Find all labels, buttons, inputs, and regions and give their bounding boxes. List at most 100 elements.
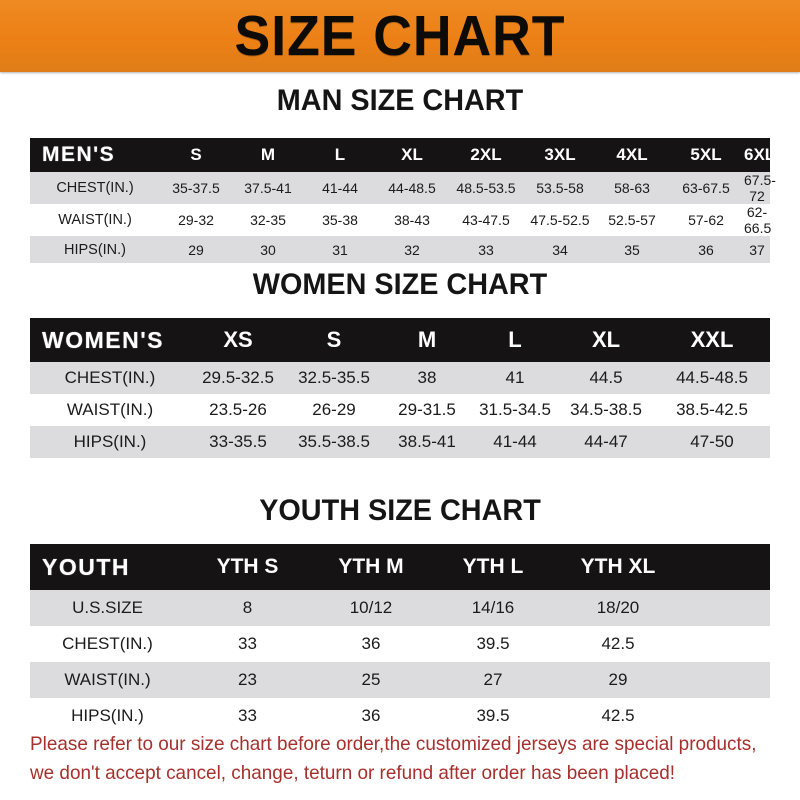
footer-disclaimer: Please refer to our size chart before or… (30, 730, 756, 788)
man-table-body: CHEST(IN.) 35-37.5 37.5-41 41-44 44-48.5… (30, 172, 776, 263)
man-col-m: M (260, 145, 276, 164)
table-row: U.S.SIZE 8 10/12 14/16 18/20 (30, 590, 770, 626)
table-cell: 37 (749, 241, 765, 258)
women-col-xs: XS (223, 327, 253, 352)
table-cell: 57-62 (688, 212, 724, 228)
women-col-xxl: XXL (690, 327, 734, 352)
table-cell-spacer (682, 698, 770, 734)
man-row-label-chest: CHEST(IN.) (56, 180, 134, 196)
youth-corner-label: YOUTH (42, 553, 130, 580)
table-row: CHEST(IN.) 33 36 39.5 42.5 (30, 626, 770, 662)
women-col-l: L (508, 327, 522, 352)
women-size-table: WOMEN'S XS S M L XL XXL CHEST(IN.) 29.5-… (30, 318, 770, 458)
table-cell: 18/20 (596, 598, 640, 617)
man-col-2xl: 2XL (470, 145, 502, 164)
women-row-label-chest: CHEST(IN.) (64, 368, 156, 387)
table-cell: 44.5 (589, 368, 623, 387)
table-cell: 32-35 (250, 212, 286, 228)
youth-col-m: YTH M (338, 555, 404, 578)
table-cell: 44.5-48.5 (676, 368, 748, 387)
man-col-xl: XL (401, 145, 423, 164)
footer-disclaimer-line-1: Please refer to our size chart before or… (30, 733, 757, 755)
man-table-header: MEN'S S M L XL 2XL 3XL 4XL 5XL 6XL (30, 138, 776, 172)
man-col-3xl: 3XL (544, 145, 576, 164)
table-cell: 58-63 (614, 180, 650, 196)
man-size-table: MEN'S S M L XL 2XL 3XL 4XL 5XL 6XL CHEST… (30, 138, 776, 263)
table-cell: 42.5 (601, 634, 635, 653)
table-cell: 36 (361, 634, 381, 653)
table-cell: 52.5-57 (608, 212, 656, 228)
footer-disclaimer-line-2: we don't accept cancel, change, teturn o… (30, 762, 676, 784)
table-cell: 67.5-72 (744, 172, 776, 204)
women-table-body: CHEST(IN.) 29.5-32.5 32.5-35.5 38 41 44.… (30, 362, 770, 458)
table-cell: 14/16 (471, 598, 515, 617)
table-cell: 53.5-58 (536, 180, 584, 196)
women-section-title: WOMEN SIZE CHART (252, 268, 548, 301)
table-cell: 36 (698, 241, 714, 258)
table-cell: 8 (242, 598, 253, 617)
women-col-xl: XL (591, 327, 621, 352)
table-cell-spacer (682, 626, 770, 662)
table-cell: 42.5 (601, 706, 635, 725)
women-row-label-hips: HIPS(IN.) (73, 432, 147, 451)
table-cell: 33 (478, 241, 494, 258)
table-cell: 23.5-26 (209, 400, 267, 419)
table-cell: 47.5-52.5 (530, 212, 590, 228)
youth-row-label-chest: CHEST(IN.) (62, 634, 153, 653)
women-corner-label: WOMEN'S (42, 326, 165, 353)
table-row: WAIST(IN.) 23 25 27 29 (30, 662, 770, 698)
table-cell-spacer (682, 662, 770, 698)
youth-col-spacer (682, 544, 770, 590)
table-cell: 38 (417, 368, 437, 387)
table-cell: 25 (361, 670, 381, 689)
women-table-header: WOMEN'S XS S M L XL XXL (30, 318, 770, 362)
table-row: HIPS(IN.) 33-35.5 35.5-38.5 38.5-41 41-4… (30, 426, 770, 458)
youth-section-title: YOUTH SIZE CHART (259, 494, 541, 527)
women-col-m: M (417, 327, 437, 352)
table-cell: 29 (608, 670, 628, 689)
women-col-s: S (326, 327, 342, 352)
table-cell: 39.5 (476, 706, 510, 725)
table-cell: 44-47 (584, 432, 628, 451)
man-col-l: L (334, 145, 346, 164)
man-col-5xl: 5XL (690, 145, 722, 164)
table-row: WAIST(IN.) 23.5-26 26-29 29-31.5 31.5-34… (30, 394, 770, 426)
man-col-4xl: 4XL (616, 145, 648, 164)
table-cell: 62-66.5 (744, 204, 772, 236)
table-cell: 43-47.5 (462, 212, 510, 228)
youth-row-label-hips: HIPS(IN.) (71, 706, 144, 725)
table-cell: 63-67.5 (682, 180, 730, 196)
table-cell: 34 (552, 241, 568, 258)
man-corner-label: MEN'S (42, 143, 116, 166)
table-row: HIPS(IN.) 29 30 31 32 33 34 35 36 37 (30, 236, 770, 263)
banner: SIZE CHART (0, 0, 800, 72)
table-cell: 26-29 (312, 400, 356, 419)
table-cell: 33 (238, 706, 257, 725)
table-cell: 41 (505, 368, 525, 387)
table-cell: 29-32 (178, 212, 214, 228)
table-cell: 35 (624, 241, 640, 258)
table-cell: 35-37.5 (172, 180, 220, 196)
table-cell: 35-38 (322, 212, 358, 228)
table-cell: 47-50 (690, 432, 734, 451)
table-cell: 37.5-41 (244, 180, 292, 196)
youth-row-label-waist: WAIST(IN.) (64, 670, 151, 689)
youth-size-table: YOUTH YTH S YTH M YTH L YTH XL U.S.SIZE … (30, 544, 770, 734)
table-cell: 30 (260, 241, 276, 258)
man-row-label-waist: WAIST(IN.) (58, 212, 132, 228)
table-cell: 29-31.5 (398, 400, 456, 419)
table-header-row: YOUTH YTH S YTH M YTH L YTH XL (30, 544, 770, 590)
table-cell: 34.5-38.5 (570, 400, 642, 419)
table-cell: 33 (238, 634, 257, 653)
table-row: CHEST(IN.) 29.5-32.5 32.5-35.5 38 41 44.… (30, 362, 770, 394)
table-cell: 38-43 (394, 212, 430, 228)
man-col-6xl: 6XL (744, 145, 776, 164)
table-cell: 41-44 (493, 432, 537, 451)
table-cell: 10/12 (349, 598, 393, 617)
man-col-s: S (190, 145, 202, 164)
table-cell: 23 (238, 670, 257, 689)
man-section-title: MAN SIZE CHART (276, 84, 524, 117)
table-cell: 48.5-53.5 (456, 180, 516, 196)
table-cell: 36 (361, 706, 381, 725)
